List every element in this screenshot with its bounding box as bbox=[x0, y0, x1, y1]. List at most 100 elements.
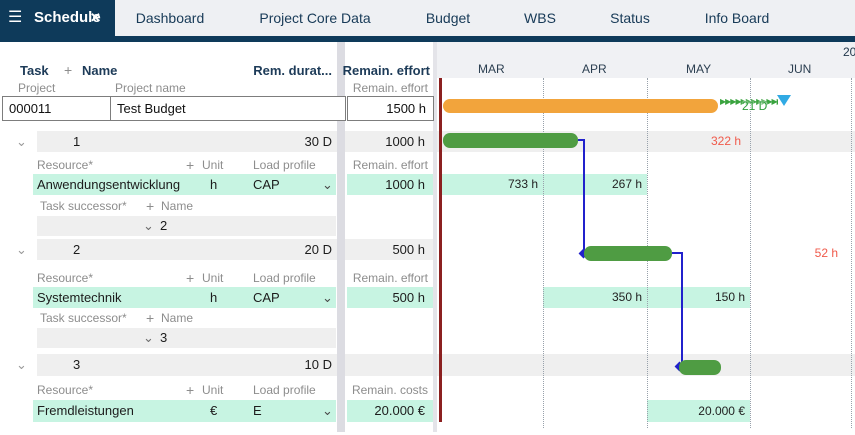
resource2-load-profile-select[interactable]: CAP bbox=[253, 290, 280, 305]
task1-duration[interactable]: 30 D bbox=[304, 134, 332, 149]
resource1-unit-label: Unit bbox=[202, 158, 224, 172]
tab-wbs[interactable]: WBS bbox=[524, 10, 556, 26]
resource1-load-profile-chevron-down-icon[interactable]: ⌄ bbox=[322, 177, 333, 192]
resource2-name[interactable]: Systemtechnik bbox=[37, 290, 122, 305]
resource2-load-profile-chevron-down-icon[interactable]: ⌄ bbox=[322, 290, 333, 305]
successor1-name-label: Name bbox=[161, 199, 194, 213]
milestone-triangle-icon[interactable] bbox=[777, 95, 791, 106]
today-line bbox=[439, 78, 442, 422]
resource2-distribution-may: 150 h bbox=[714, 290, 745, 304]
task2-number[interactable]: 2 bbox=[73, 242, 81, 257]
resource2-distribution-apr: 350 h bbox=[611, 290, 642, 304]
resource1-name[interactable]: Anwendungsentwicklung bbox=[37, 177, 181, 192]
successor1-chevron-down-icon[interactable]: ⌄ bbox=[143, 218, 154, 233]
tab-project-core-data[interactable]: Project Core Data bbox=[259, 10, 371, 26]
gridline-right bbox=[851, 78, 852, 428]
task2-effort: 500 h bbox=[392, 242, 425, 257]
successor1-value[interactable]: 2 bbox=[160, 218, 168, 233]
tab-dashboard[interactable]: Dashboard bbox=[135, 10, 205, 26]
task1-gantt-bar[interactable] bbox=[443, 133, 578, 148]
tab-bar-underline bbox=[0, 36, 855, 42]
col-header-rem-duration[interactable]: Rem. durat... bbox=[253, 63, 332, 78]
resource1-effort-cell-bg bbox=[347, 174, 433, 195]
project-extension-duration-label: 21 D bbox=[742, 99, 768, 113]
resource2-gantt-band bbox=[543, 287, 750, 308]
gantt-month-apr: APR bbox=[582, 62, 607, 76]
task2-collapse-chevron-down-icon[interactable]: ⌄ bbox=[16, 242, 27, 257]
project-id-input[interactable]: 000011 bbox=[2, 96, 111, 121]
resource2-header-label: Resource* bbox=[37, 271, 94, 285]
col-header-name[interactable]: Name bbox=[82, 63, 118, 78]
tab-schedule[interactable]: ☰ Schedule ✕ bbox=[0, 0, 115, 36]
project-name-label: Project name bbox=[115, 81, 186, 95]
tab-status[interactable]: Status bbox=[610, 10, 650, 26]
task1-overrun-label: 322 h bbox=[710, 134, 741, 148]
resource1-gantt-band bbox=[441, 174, 647, 195]
project-effort-label: Remain. effort bbox=[352, 81, 428, 95]
resource2-effort-label: Remain. effort bbox=[352, 271, 428, 285]
project-label: Project bbox=[18, 81, 56, 95]
task3-row-band bbox=[37, 354, 855, 376]
project-effort-input[interactable]: 1500 h bbox=[347, 96, 434, 121]
task1-collapse-chevron-down-icon[interactable]: ⌄ bbox=[16, 134, 27, 149]
resource2-load-profile-label: Load profile bbox=[253, 271, 316, 285]
successor2-value[interactable]: 3 bbox=[160, 330, 168, 345]
tab-bar bbox=[0, 0, 855, 36]
task1-number[interactable]: 1 bbox=[73, 134, 81, 149]
link1-vertical bbox=[583, 139, 585, 253]
task3-number[interactable]: 3 bbox=[73, 357, 81, 372]
gantt-year-label: 20 bbox=[843, 45, 855, 59]
table-gantt-divider bbox=[433, 42, 437, 432]
gantt-month-may: MAY bbox=[686, 62, 712, 76]
resource3-load-profile-select[interactable]: E bbox=[253, 403, 262, 418]
task3-collapse-chevron-down-icon[interactable]: ⌄ bbox=[16, 357, 27, 372]
successor2-chevron-down-icon[interactable]: ⌄ bbox=[143, 330, 154, 345]
resource2-name-cell-bg bbox=[33, 287, 336, 308]
resource1-effort-label: Remain. effort bbox=[352, 158, 428, 172]
gantt-header-band bbox=[434, 42, 855, 78]
resource3-costs-value[interactable]: 20.000 € bbox=[374, 403, 425, 418]
resource3-gantt-band bbox=[647, 400, 750, 422]
resource3-header-label: Resource* bbox=[37, 383, 94, 397]
tab-budget[interactable]: Budget bbox=[425, 10, 471, 26]
column-divider bbox=[337, 42, 345, 432]
resource3-unit[interactable]: € bbox=[210, 403, 218, 418]
col-header-task[interactable]: Task bbox=[20, 63, 49, 78]
task2-overrun-label: 52 h bbox=[814, 246, 838, 260]
resource2-add-plus-icon[interactable]: + bbox=[186, 270, 195, 286]
hamburger-icon[interactable]: ☰ bbox=[8, 9, 23, 26]
project-summary-bar[interactable] bbox=[443, 99, 718, 113]
resource1-add-plus-icon[interactable]: + bbox=[186, 157, 195, 173]
resource3-effort-cell-bg bbox=[347, 400, 433, 422]
resource3-add-plus-icon[interactable]: + bbox=[186, 382, 195, 398]
col-header-remain-effort[interactable]: Remain. effort bbox=[342, 63, 430, 78]
resource1-load-profile-select[interactable]: CAP bbox=[253, 177, 280, 192]
tab-info-board[interactable]: Info Board bbox=[704, 10, 770, 26]
close-icon[interactable]: ✕ bbox=[90, 10, 101, 25]
successor1-header-label: Task successor* bbox=[40, 199, 127, 213]
resource3-name[interactable]: Fremdleistungen bbox=[37, 403, 134, 418]
resource3-load-profile-chevron-down-icon[interactable]: ⌄ bbox=[322, 403, 333, 418]
project-extension-arrows-icon: ▶▶▶▶▶▶▶▶▶▶▶▶ bbox=[720, 97, 778, 106]
successor1-row-band bbox=[37, 216, 336, 236]
resource1-effort-value[interactable]: 1000 h bbox=[385, 177, 425, 192]
gridline-jun bbox=[750, 78, 751, 428]
gantt-month-jun: JUN bbox=[788, 62, 812, 76]
add-task-button[interactable]: + bbox=[64, 62, 73, 78]
tab-schedule-label: Schedule bbox=[34, 9, 101, 26]
successor2-add-plus-icon[interactable]: + bbox=[146, 310, 155, 326]
successor2-row-band bbox=[37, 328, 336, 348]
resource2-effort-value[interactable]: 500 h bbox=[392, 290, 425, 305]
task2-row-band bbox=[37, 239, 433, 260]
task3-gantt-bar[interactable] bbox=[679, 360, 721, 375]
resource1-header-label: Resource* bbox=[37, 158, 94, 172]
successor1-add-plus-icon[interactable]: + bbox=[146, 198, 155, 214]
resource1-distribution-mar: 733 h bbox=[507, 177, 538, 191]
task2-gantt-bar[interactable] bbox=[584, 246, 672, 261]
resource1-unit[interactable]: h bbox=[210, 177, 218, 192]
resource2-unit[interactable]: h bbox=[210, 290, 218, 305]
project-name-input[interactable]: Test Budget bbox=[110, 96, 346, 121]
task3-duration[interactable]: 10 D bbox=[304, 357, 332, 372]
task2-duration[interactable]: 20 D bbox=[304, 242, 332, 257]
